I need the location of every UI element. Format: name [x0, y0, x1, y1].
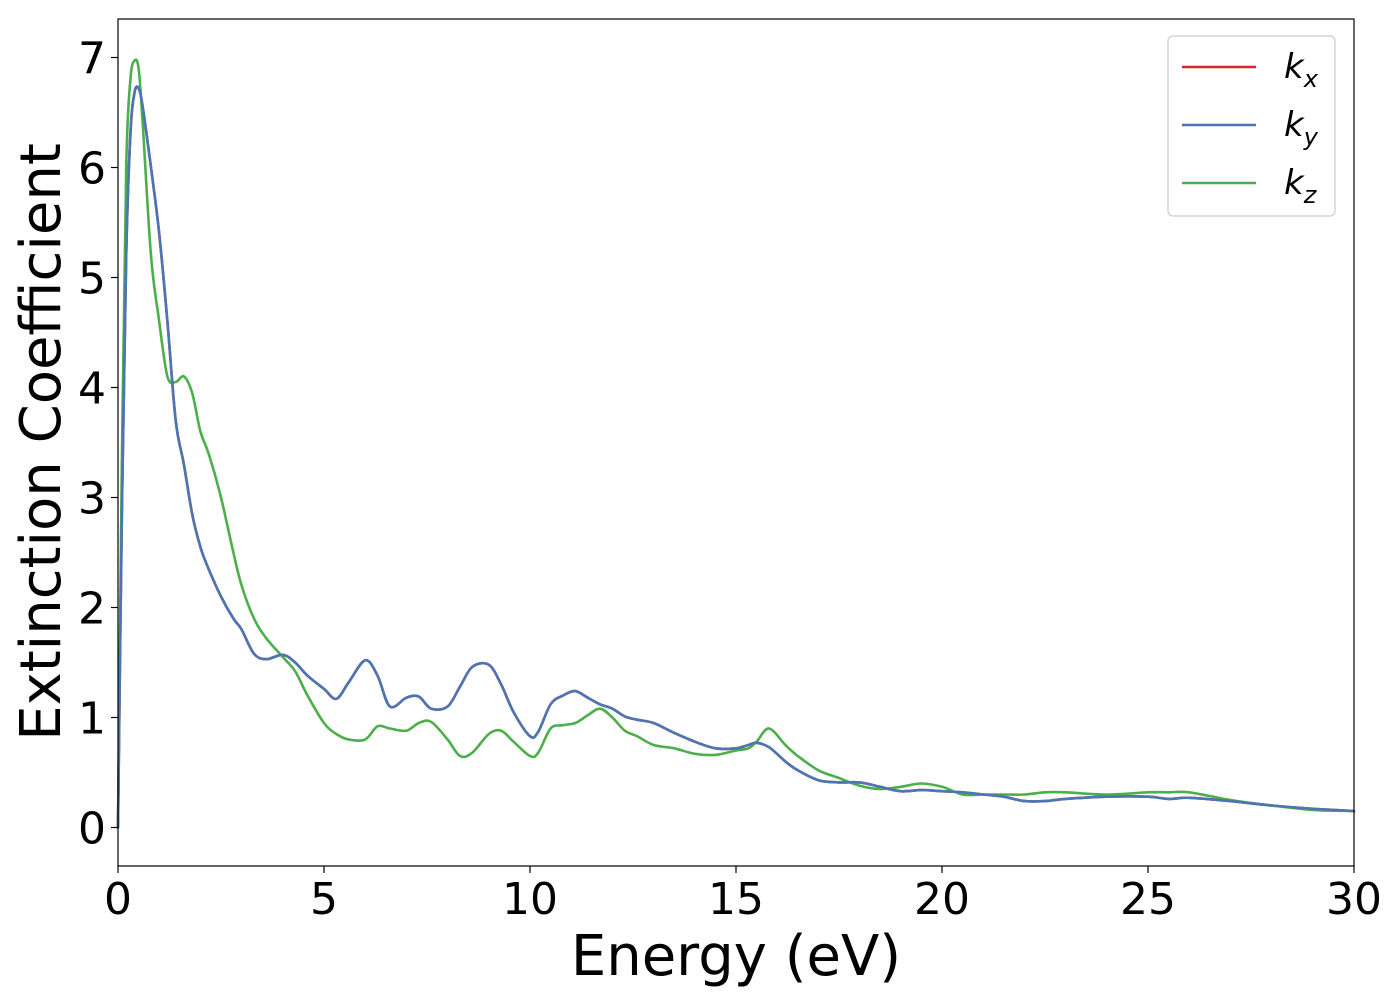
x-tick-label: 5	[310, 874, 338, 925]
x-tick-label: 25	[1120, 874, 1176, 925]
y-tick-label: 5	[78, 254, 106, 305]
x-tick-label: 0	[104, 874, 132, 925]
y-tick-label: 7	[78, 34, 106, 85]
series-layer	[116, 58, 1356, 829]
series-line-ky	[116, 85, 1356, 829]
y-axis-label: Extinction Coefficient	[9, 143, 74, 741]
x-axis-label: Energy (eV)	[571, 924, 901, 989]
x-tick-label: 15	[708, 874, 764, 925]
x-tick-label: 10	[502, 874, 558, 925]
y-tick-label: 4	[78, 364, 106, 415]
y-tick-label: 2	[78, 584, 106, 635]
x-axis-ticks: 0 5 10 15 20 25 30	[104, 866, 1382, 925]
x-tick-label: 20	[914, 874, 970, 925]
x-tick-label: 30	[1326, 874, 1382, 925]
y-axis-ticks: 0 1 2 3 4 5 6 7	[78, 34, 118, 855]
y-tick-label: 1	[78, 694, 106, 745]
y-tick-label: 6	[78, 144, 106, 195]
y-tick-label: 0	[78, 804, 106, 855]
y-tick-label: 3	[78, 474, 106, 525]
